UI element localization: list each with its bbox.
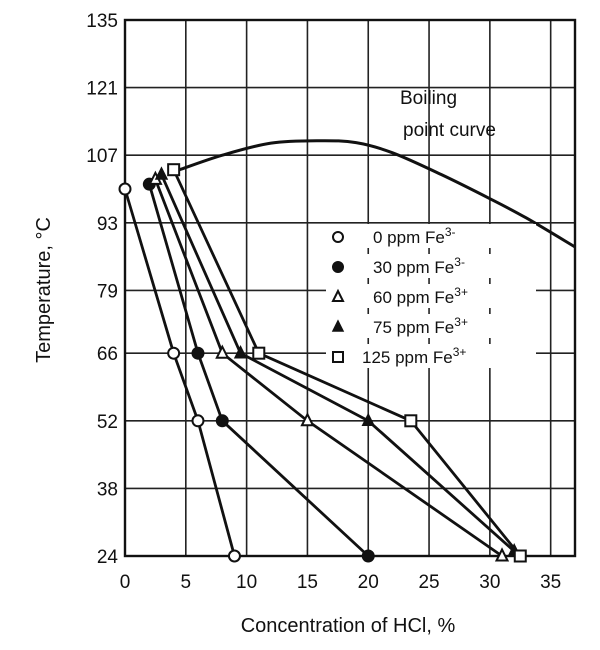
marker-open-triangle bbox=[300, 412, 315, 427]
legend-label: 60 ppm Fe3+ bbox=[373, 285, 468, 307]
marker-open-circle bbox=[167, 346, 181, 360]
y-tick-label: 52 bbox=[97, 412, 118, 433]
x-tick-label: 20 bbox=[358, 572, 379, 593]
series-line bbox=[147, 183, 370, 558]
legend-bg bbox=[326, 284, 536, 308]
legend-label: 125 ppm Fe3+ bbox=[362, 345, 466, 367]
marker-filled-circle bbox=[191, 346, 205, 360]
marker-open-square bbox=[404, 414, 418, 428]
marker-open-circle bbox=[332, 231, 344, 243]
y-tick-label: 24 bbox=[97, 547, 119, 568]
boiling-point-curve bbox=[179, 139, 576, 249]
marker-open-triangle bbox=[331, 288, 345, 302]
plot-area-border bbox=[123, 18, 577, 558]
marker-open-circle bbox=[191, 414, 205, 428]
x-tick-label: 0 bbox=[120, 572, 131, 593]
marker-filled-circle bbox=[332, 261, 344, 273]
series-circle-open bbox=[118, 182, 241, 563]
data-series bbox=[118, 163, 527, 563]
y-tick-labels: 24 38 52 66 79 93 107 121 135 bbox=[86, 11, 118, 568]
marker-open-square bbox=[332, 351, 344, 363]
marker-filled-triangle bbox=[154, 166, 169, 180]
legend-bg bbox=[326, 224, 536, 248]
legend-bg bbox=[326, 254, 536, 278]
series-square-open bbox=[167, 163, 527, 563]
marker-open-square bbox=[513, 549, 527, 563]
y-tick-label: 121 bbox=[86, 79, 118, 100]
marker-open-triangle bbox=[215, 344, 230, 359]
series-line bbox=[160, 173, 516, 553]
marker-open-circle bbox=[227, 549, 241, 563]
legend: 0 ppm Fe3- 30 ppm Fe3- 60 ppm Fe3+ 75 ppm F… bbox=[326, 224, 536, 368]
marker-filled-circle bbox=[215, 414, 229, 428]
marker-open-triangle bbox=[494, 547, 510, 562]
y-tick-label: 93 bbox=[97, 214, 118, 235]
legend-label: 30 ppm Fe3- bbox=[373, 255, 465, 277]
y-axis-label: Temperature, °C bbox=[33, 217, 55, 363]
marker-filled-triangle bbox=[361, 412, 375, 427]
annotation-boiling-line1: Boiling bbox=[400, 88, 457, 109]
y-tick-label: 66 bbox=[97, 344, 118, 365]
marker-filled-triangle bbox=[331, 319, 345, 332]
legend-label: 75 ppm Fe3+ bbox=[373, 315, 468, 337]
x-tick-label: 10 bbox=[236, 572, 257, 593]
series-line bbox=[123, 188, 236, 557]
x-axis-label: Concentration of HCl, % bbox=[241, 615, 456, 637]
marker-filled-triangle bbox=[233, 345, 248, 359]
x-tick-label: 5 bbox=[181, 572, 192, 593]
series-line bbox=[154, 178, 503, 558]
y-tick-label: 135 bbox=[86, 11, 118, 32]
boiling-point-curve-line bbox=[179, 139, 576, 249]
marker-open-square bbox=[167, 163, 181, 177]
marker-open-square bbox=[252, 346, 266, 360]
legend-bg bbox=[326, 344, 536, 368]
series-line bbox=[172, 169, 522, 557]
x-tick-labels: 0 5 10 15 20 25 30 35 bbox=[120, 572, 562, 593]
x-tick-label: 25 bbox=[418, 572, 439, 593]
x-tick-label: 15 bbox=[297, 572, 318, 593]
y-tick-label: 107 bbox=[86, 146, 118, 167]
marker-open-circle bbox=[118, 182, 132, 196]
y-tick-label: 38 bbox=[97, 479, 118, 500]
legend-bg bbox=[326, 314, 536, 338]
plot-frame bbox=[123, 18, 577, 558]
x-tick-label: 30 bbox=[479, 572, 500, 593]
y-tick-label: 79 bbox=[97, 281, 118, 302]
x-tick-label: 35 bbox=[540, 572, 561, 593]
marker-filled-circle bbox=[361, 549, 375, 563]
legend-label: 0 ppm Fe3- bbox=[373, 225, 455, 247]
annotation-boiling-line2: point curve bbox=[403, 120, 496, 141]
series-triangle-open bbox=[148, 170, 510, 562]
